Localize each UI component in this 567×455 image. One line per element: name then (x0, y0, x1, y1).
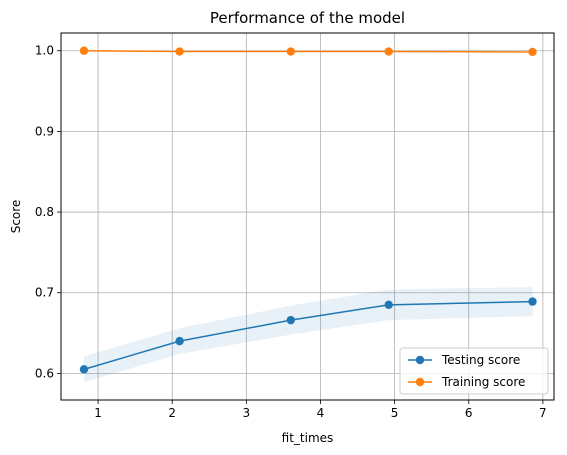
chart-title: Performance of the model (210, 9, 405, 27)
x-tick-label: 2 (168, 406, 176, 420)
y-tick-label: 0.6 (35, 366, 54, 380)
series-point-1 (79, 46, 89, 55)
grid (61, 33, 554, 400)
x-tick-label: 7 (539, 406, 547, 420)
series-markers (79, 46, 537, 374)
series-point-1 (528, 47, 537, 57)
legend-box (399, 347, 549, 395)
y-tick-label: 1.0 (35, 44, 54, 58)
series-point-0 (286, 315, 296, 325)
y-tick-label: 0.8 (35, 205, 54, 219)
series-point-1 (286, 47, 296, 56)
x-tick-label: 6 (465, 406, 473, 420)
series-point-1 (175, 47, 184, 56)
y-tick-label: 0.9 (35, 124, 54, 138)
legend: Testing score Training score (399, 347, 549, 395)
series-point-1 (384, 47, 393, 56)
legend-marker-1 (415, 377, 425, 387)
x-tick-label: 3 (243, 406, 251, 420)
legend-label-0: Testing score (441, 353, 520, 367)
y-axis-label: Score (9, 200, 23, 234)
legend-label-1: Training score (441, 375, 525, 389)
legend-marker-0 (415, 355, 425, 365)
y-tick-label: 0.7 (35, 286, 54, 300)
series-point-0 (79, 365, 89, 374)
x-tick-label: 1 (94, 406, 102, 420)
x-tick-label: 4 (317, 406, 325, 420)
series-point-0 (528, 297, 537, 306)
axis-ticks: 1 2 3 4 5 6 7 0.6 0.7 0.8 0.9 1.0 (35, 44, 547, 420)
confidence-band-0 (83, 287, 533, 383)
plot-area-frame (60, 32, 555, 401)
series-point-0 (384, 300, 393, 310)
series-point-0 (175, 336, 184, 346)
x-axis-label: fit_times (282, 431, 334, 445)
x-tick-label: 5 (391, 406, 399, 420)
